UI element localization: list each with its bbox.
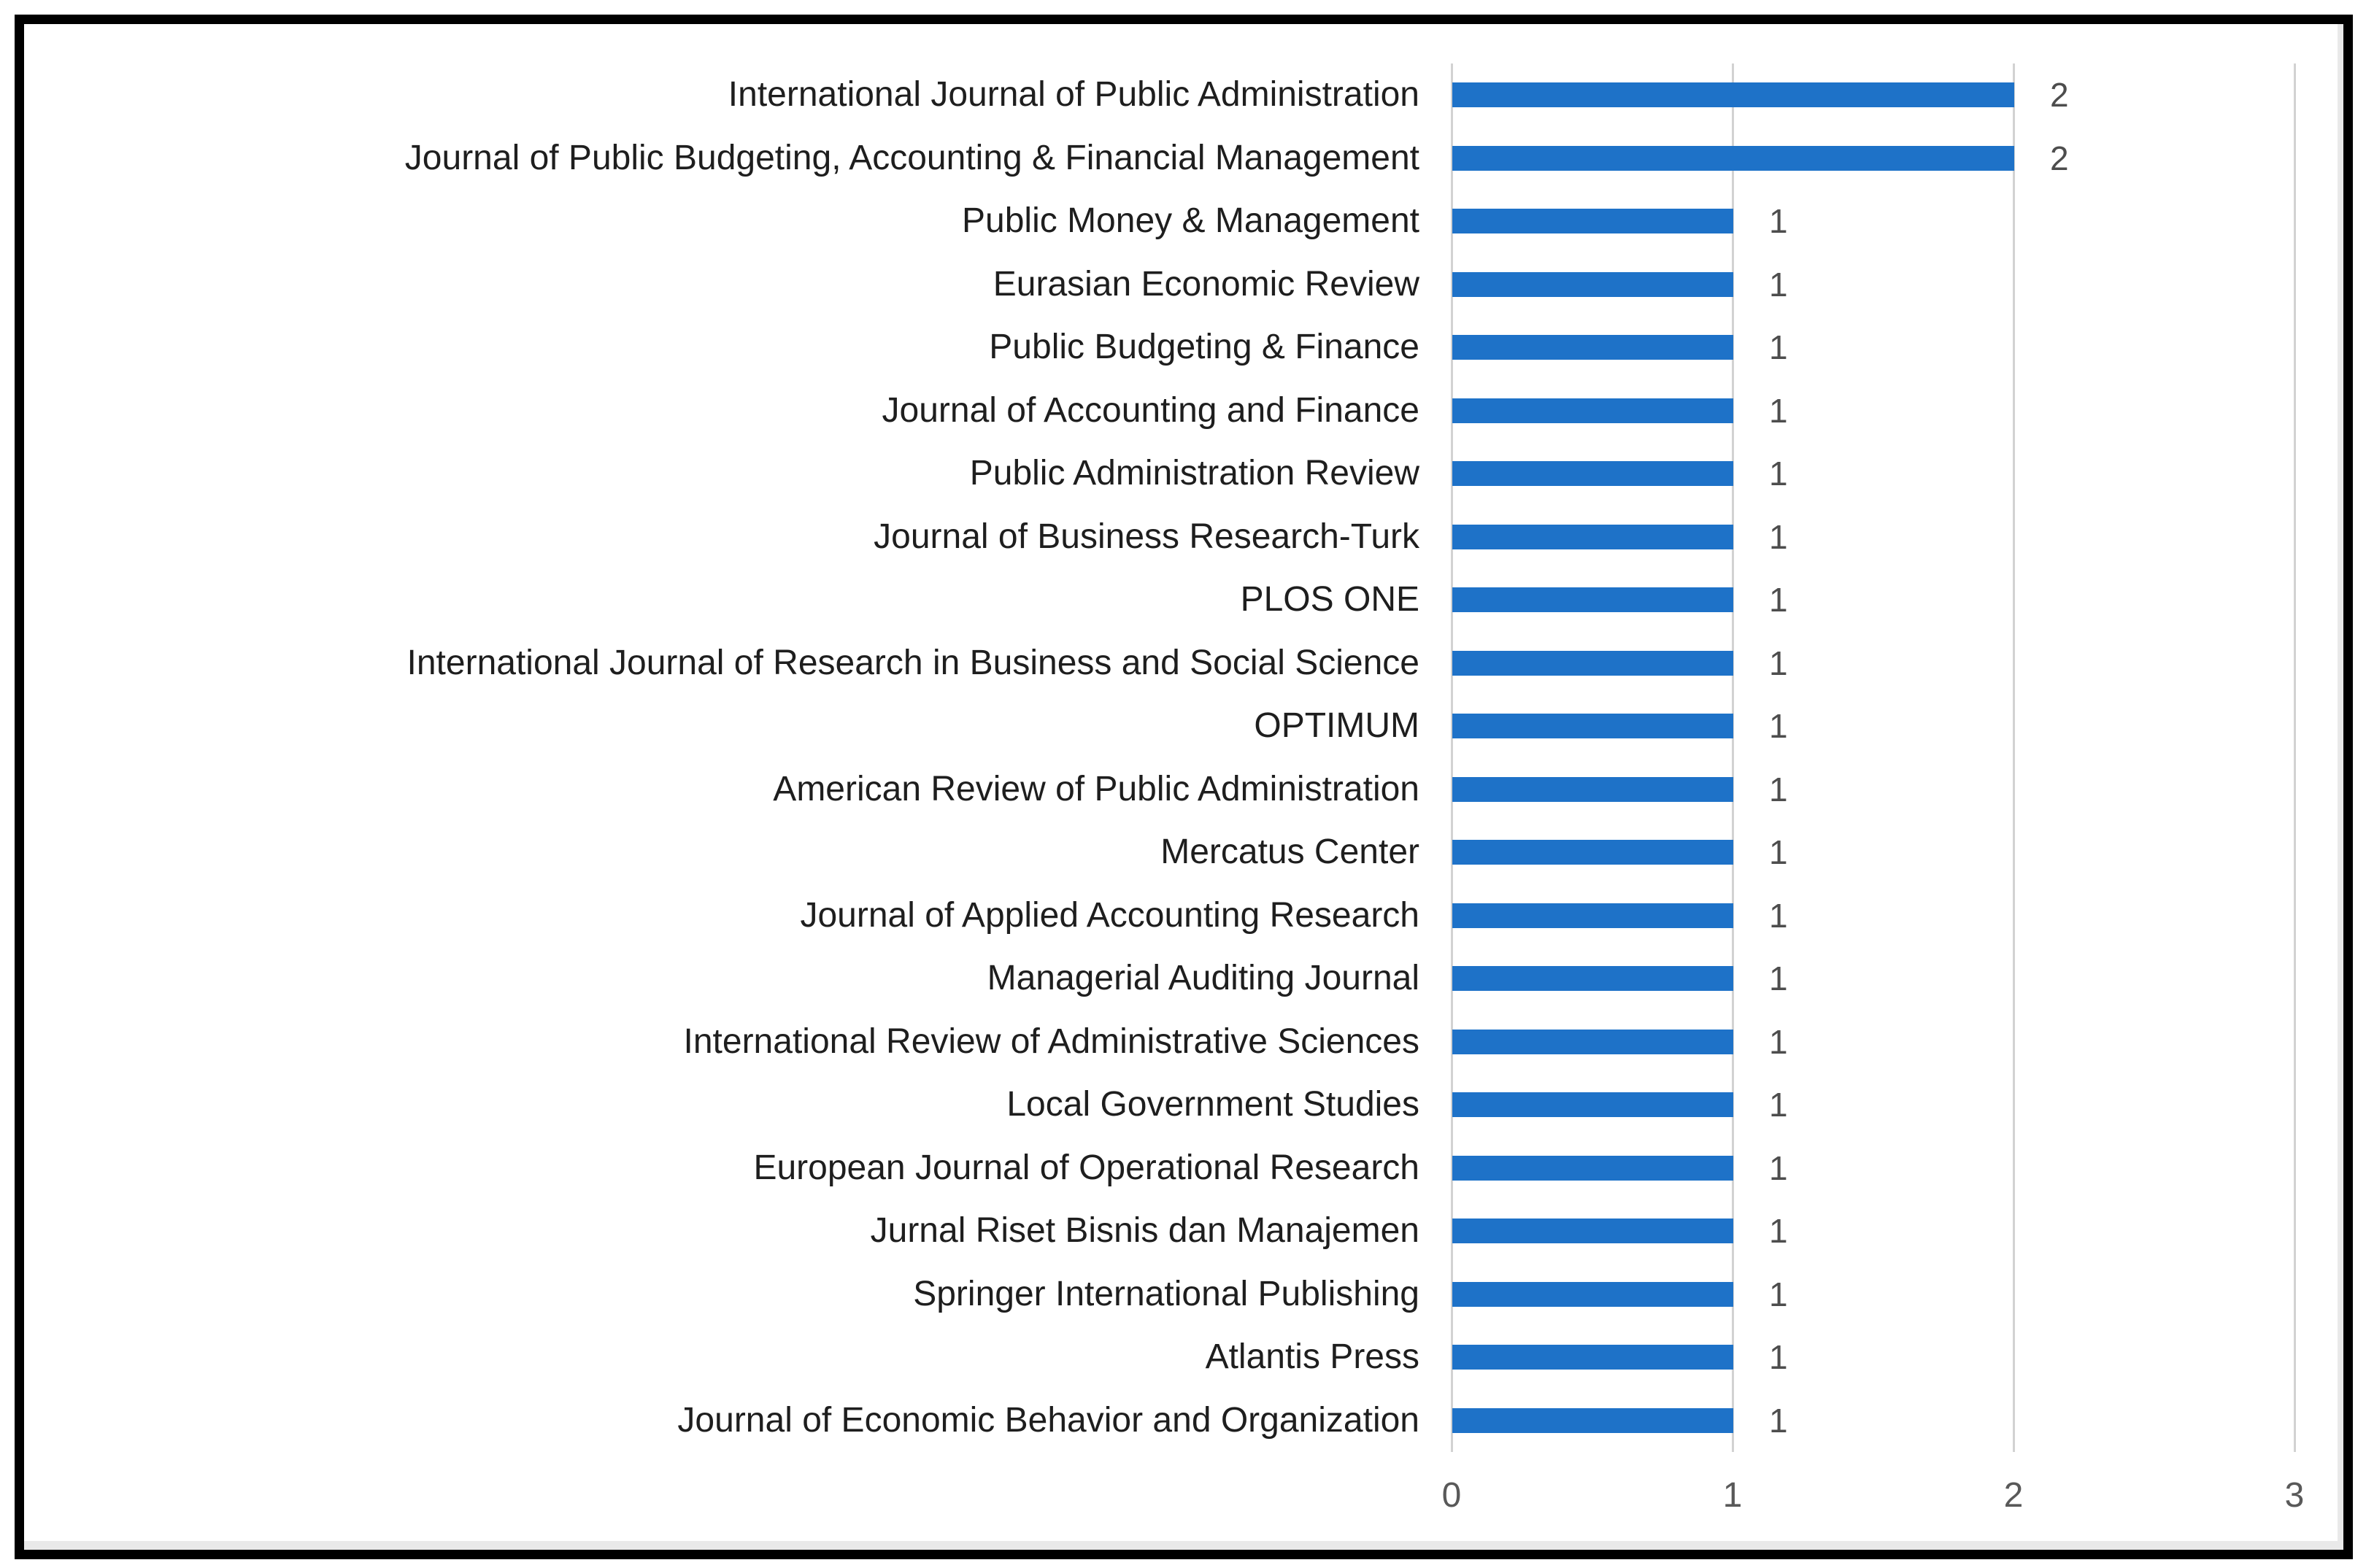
value-label: 1 — [1769, 770, 1788, 808]
bar — [1452, 1281, 1733, 1307]
gridline — [2294, 63, 2296, 1452]
bar — [1452, 587, 1733, 613]
category-label: Mercatus Center — [1160, 833, 1419, 871]
bar — [1452, 776, 1733, 802]
value-label: 1 — [1769, 1086, 1788, 1124]
value-label: 1 — [1769, 707, 1788, 745]
value-label: 1 — [1769, 1275, 1788, 1313]
bar — [1452, 650, 1733, 676]
bar — [1452, 145, 2014, 171]
category-label: Journal of Accounting and Finance — [882, 390, 1420, 430]
x-axis-tick-label: 1 — [1722, 1476, 1743, 1515]
bar — [1452, 840, 1733, 865]
category-label: Journal of Economic Behavior and Organiz… — [677, 1400, 1419, 1440]
figure-frame — [15, 15, 2353, 1559]
category-label: International Journal of Research in Bus… — [406, 643, 1419, 682]
value-label: 1 — [1769, 1338, 1788, 1376]
category-label: Journal of Public Budgeting, Accounting … — [404, 138, 1419, 177]
gridline — [2013, 63, 2015, 1452]
category-label: Eurasian Economic Review — [993, 264, 1419, 304]
category-label: Springer International Publishing — [913, 1274, 1419, 1313]
gridline — [1732, 63, 1734, 1452]
category-label: Atlantis Press — [1205, 1337, 1419, 1376]
x-axis-tick-label: 3 — [2284, 1476, 2305, 1515]
bar — [1452, 1219, 1733, 1244]
category-label: Local Government Studies — [1006, 1085, 1419, 1124]
category-label: Journal of Applied Accounting Research — [800, 895, 1419, 935]
bar — [1452, 714, 1733, 739]
bar — [1452, 398, 1733, 423]
value-label: 1 — [1769, 328, 1788, 366]
x-axis-tick-label: 0 — [1441, 1476, 1462, 1515]
value-label: 1 — [1769, 959, 1788, 997]
category-label: OPTIMUM — [1254, 706, 1419, 745]
value-label: 1 — [1769, 1022, 1788, 1061]
value-label: 1 — [1769, 455, 1788, 493]
value-label: 2 — [2050, 139, 2069, 177]
bar — [1452, 209, 1733, 234]
bar — [1452, 903, 1733, 928]
bar — [1452, 82, 2014, 108]
bar — [1452, 524, 1733, 549]
bar — [1452, 966, 1733, 992]
value-label: 1 — [1769, 896, 1788, 935]
value-label: 2 — [2050, 76, 2069, 114]
category-label: Public Administration Review — [969, 454, 1419, 493]
category-label: International Journal of Public Administ… — [728, 75, 1419, 114]
value-label: 1 — [1769, 644, 1788, 682]
bar — [1452, 335, 1733, 360]
value-label: 1 — [1769, 517, 1788, 556]
bar — [1452, 1092, 1733, 1118]
category-label: Journal of Business Research-Turk — [874, 517, 1419, 556]
value-label: 1 — [1769, 1148, 1788, 1187]
category-label: Managerial Auditing Journal — [987, 959, 1419, 997]
bar — [1452, 1407, 1733, 1433]
x-axis-tick-label: 2 — [2003, 1476, 2024, 1515]
category-label: Public Budgeting & Finance — [989, 328, 1419, 366]
category-label: Jurnal Riset Bisnis dan Manajemen — [870, 1211, 1419, 1250]
value-label: 1 — [1769, 581, 1788, 619]
value-label: 1 — [1769, 1401, 1788, 1440]
category-label: European Journal of Operational Research — [753, 1148, 1419, 1187]
bar — [1452, 461, 1733, 487]
bar — [1452, 1029, 1733, 1054]
gridline — [1451, 63, 1453, 1452]
value-label: 1 — [1769, 391, 1788, 430]
category-label: PLOS ONE — [1240, 580, 1419, 619]
value-label: 1 — [1769, 1212, 1788, 1250]
category-label: International Review of Administrative S… — [683, 1021, 1420, 1061]
category-label: Public Money & Management — [962, 201, 1419, 240]
value-label: 1 — [1769, 202, 1788, 240]
value-label: 1 — [1769, 265, 1788, 304]
value-label: 1 — [1769, 833, 1788, 871]
bar — [1452, 1155, 1733, 1181]
bar — [1452, 271, 1733, 297]
category-label: American Review of Public Administration — [773, 769, 1419, 808]
bar — [1452, 1345, 1733, 1370]
